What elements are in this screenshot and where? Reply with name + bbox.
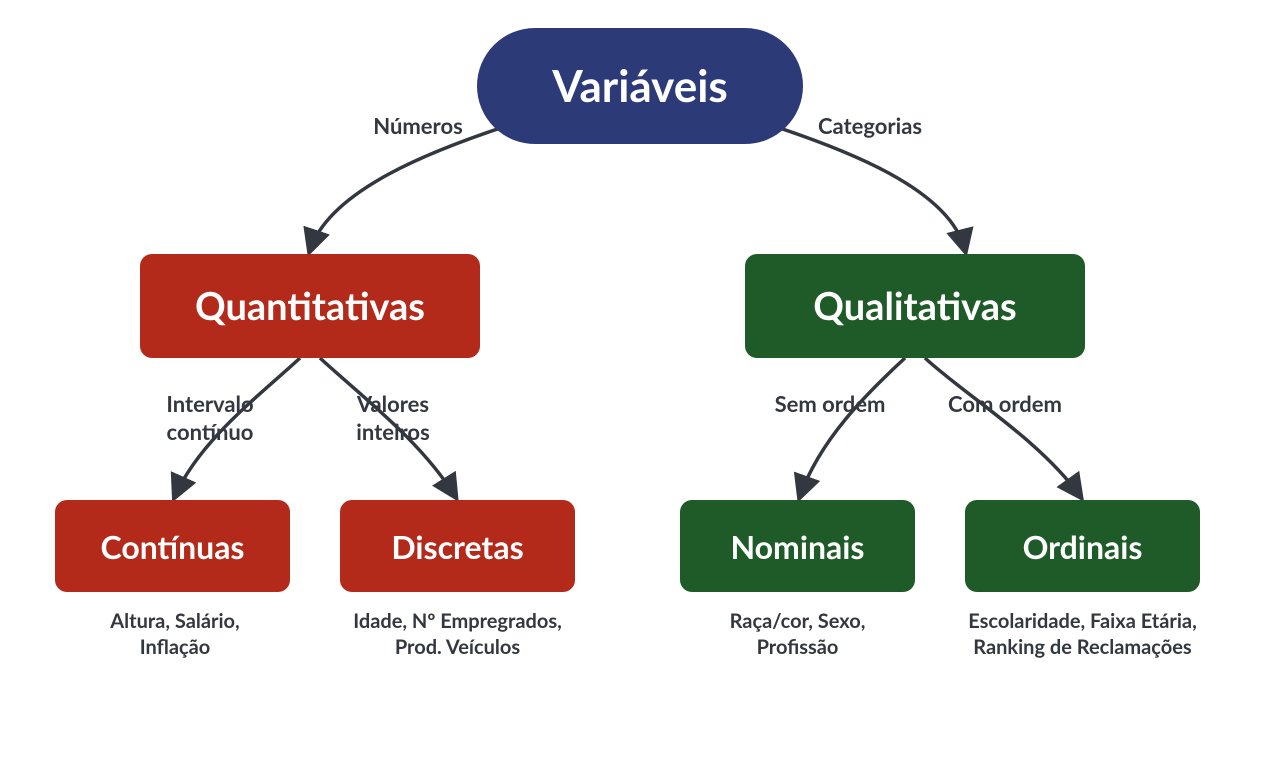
example-discretas: Idade, Nº Empregrados, Prod. Veículos	[340, 608, 575, 660]
node-discretas: Discretas	[340, 500, 575, 592]
edge-root-qual	[755, 120, 965, 250]
node-qualitativas-label: Qualitativas	[813, 283, 1016, 329]
node-continuas: Contínuas	[55, 500, 290, 592]
edge-label-com-ordem: Com ordem	[940, 390, 1070, 418]
edge-label-sem-ordem: Sem ordem	[770, 390, 890, 418]
node-quantitativas-label: Quantitativas	[195, 283, 425, 329]
node-nominais-label: Nominais	[731, 527, 865, 566]
example-ordinais: Escolaridade, Faixa Etária, Ranking de R…	[955, 608, 1210, 660]
edge-root-quant	[310, 120, 525, 250]
edge-label-valores: Valores inteiros	[318, 390, 468, 445]
node-discretas-label: Discretas	[391, 527, 523, 566]
edge-label-numeros: Números	[338, 112, 498, 140]
node-ordinais: Ordinais	[965, 500, 1200, 592]
node-variaveis-label: Variáveis	[552, 60, 727, 112]
node-variaveis: Variáveis	[477, 28, 803, 144]
node-ordinais-label: Ordinais	[1023, 527, 1143, 566]
edge-label-categorias: Categorias	[790, 112, 950, 140]
edge-label-intervalo: Intervalo contínuo	[135, 390, 285, 445]
node-quantitativas: Quantitativas	[140, 254, 480, 358]
node-continuas-label: Contínuas	[100, 527, 244, 566]
edge-qual-nom	[800, 358, 905, 496]
node-qualitativas: Qualitativas	[745, 254, 1085, 358]
edge-qual-ord	[925, 358, 1080, 496]
node-nominais: Nominais	[680, 500, 915, 592]
example-nominais: Raça/cor, Sexo, Profissão	[700, 608, 895, 660]
example-continuas: Altura, Salário, Inflação	[80, 608, 270, 660]
